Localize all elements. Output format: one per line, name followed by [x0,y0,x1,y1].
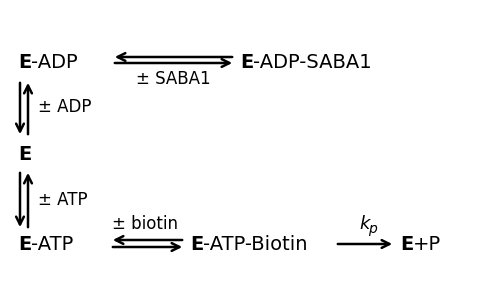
Text: E: E [400,235,413,255]
Text: -ATP-Biotin: -ATP-Biotin [203,235,308,255]
Text: E: E [18,53,31,72]
Text: E: E [240,53,254,72]
Text: -ATP: -ATP [31,235,74,255]
Text: p: p [368,222,376,236]
Text: -ADP: -ADP [31,53,78,72]
Text: E: E [190,235,203,255]
Text: ± ATP: ± ATP [38,191,88,209]
Text: ± SABA1: ± SABA1 [136,70,210,88]
Text: -ADP-SABA1: -ADP-SABA1 [254,53,372,72]
Text: E: E [18,146,31,164]
Text: E: E [18,235,31,255]
Text: ± ADP: ± ADP [38,98,92,116]
Text: k: k [360,215,370,233]
Text: +P: +P [413,235,442,255]
Text: ± biotin: ± biotin [112,215,178,233]
